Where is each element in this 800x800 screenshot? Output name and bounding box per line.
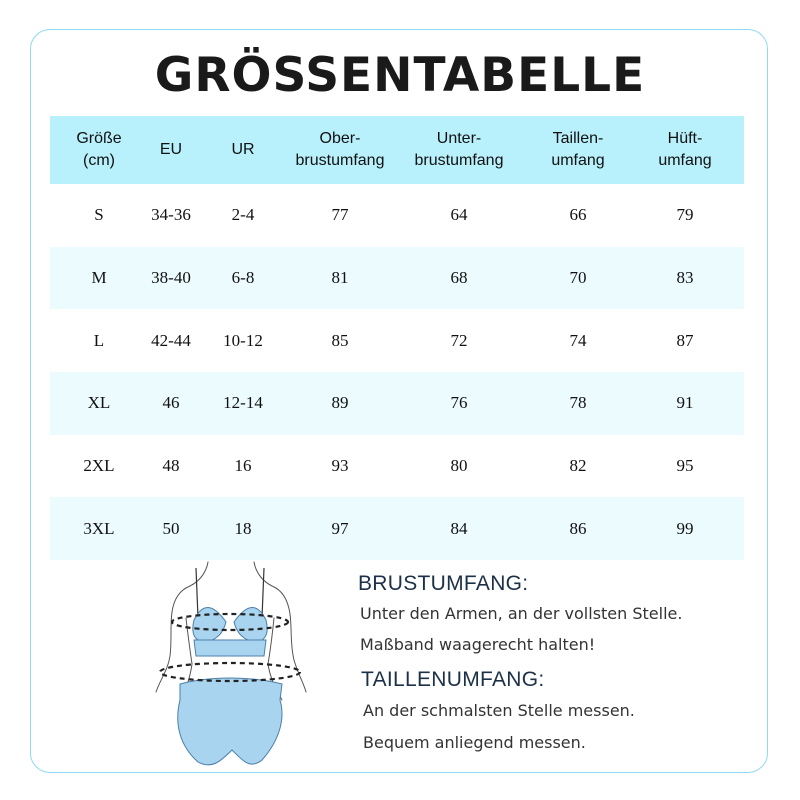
cell-unterbrust: 72 bbox=[388, 309, 530, 373]
cell-eu: 50 bbox=[148, 497, 194, 561]
cell-taille: 74 bbox=[530, 309, 626, 373]
cell-huefte: 79 bbox=[626, 184, 744, 247]
cell-taille: 82 bbox=[530, 434, 626, 498]
cell-taille: 86 bbox=[530, 497, 626, 561]
cell-huefte: 91 bbox=[626, 372, 744, 435]
taillenumfang-line-1: An der schmalsten Stelle messen. bbox=[363, 701, 635, 720]
header-oberbrust: Ober- brustumfang bbox=[292, 116, 388, 184]
cell-size: S bbox=[50, 184, 148, 247]
cell-size: XL bbox=[50, 372, 148, 435]
cell-ur: 18 bbox=[194, 497, 292, 561]
cell-ur: 2-4 bbox=[194, 184, 292, 247]
cell-ur: 12-14 bbox=[194, 372, 292, 435]
table-row: XL 46 12-14 89 76 78 91 bbox=[50, 372, 744, 435]
cell-oberbrust: 77 bbox=[292, 184, 388, 247]
taillenumfang-line-2: Bequem anliegend messen. bbox=[363, 733, 586, 752]
table-header-row: Größe (cm) EU UR Ober- brustumfang Unter… bbox=[50, 116, 744, 184]
cell-huefte: 83 bbox=[626, 246, 744, 310]
table-row: 2XL 48 16 93 80 82 95 bbox=[50, 434, 744, 498]
cell-eu: 48 bbox=[148, 434, 194, 498]
header-ur: UR bbox=[194, 116, 292, 184]
taillenumfang-heading: TAILLENUMFANG: bbox=[361, 668, 545, 691]
cell-size: 3XL bbox=[50, 497, 148, 561]
cell-oberbrust: 97 bbox=[292, 497, 388, 561]
cell-unterbrust: 80 bbox=[388, 434, 530, 498]
cell-size: 2XL bbox=[50, 434, 148, 498]
cell-taille: 66 bbox=[530, 184, 626, 247]
taillenumfang-info: TAILLENUMFANG: An der schmalsten Stelle … bbox=[361, 668, 761, 756]
cell-ur: 10-12 bbox=[194, 309, 292, 373]
cell-eu: 46 bbox=[148, 372, 194, 435]
cell-unterbrust: 76 bbox=[388, 372, 530, 435]
cell-taille: 70 bbox=[530, 246, 626, 310]
cell-size: M bbox=[50, 246, 148, 310]
cell-unterbrust: 68 bbox=[388, 246, 530, 310]
size-table: Größe (cm) EU UR Ober- brustumfang Unter… bbox=[50, 116, 744, 561]
brustumfang-line-2: Maßband waagerecht halten! bbox=[360, 635, 596, 654]
cell-huefte: 99 bbox=[626, 497, 744, 561]
cell-oberbrust: 89 bbox=[292, 372, 388, 435]
cell-unterbrust: 84 bbox=[388, 497, 530, 561]
table-row: 3XL 50 18 97 84 86 99 bbox=[50, 497, 744, 561]
brustumfang-info: BRUSTUMFANG: Unter den Armen, an der vol… bbox=[358, 572, 758, 658]
cell-size: L bbox=[50, 309, 148, 373]
header-unterbrust: Unter- brustumfang bbox=[388, 116, 530, 184]
table-row: L 42-44 10-12 85 72 74 87 bbox=[50, 309, 744, 373]
cell-huefte: 95 bbox=[626, 434, 744, 498]
header-size: Größe (cm) bbox=[50, 116, 148, 184]
header-taille: Taillen- umfang bbox=[530, 116, 626, 184]
body-measurement-figure-icon bbox=[155, 561, 307, 766]
cell-oberbrust: 81 bbox=[292, 246, 388, 310]
cell-eu: 38-40 bbox=[148, 246, 194, 310]
cell-oberbrust: 85 bbox=[292, 309, 388, 373]
page-title: GRÖSSENTABELLE bbox=[154, 48, 646, 103]
brustumfang-heading: BRUSTUMFANG: bbox=[358, 572, 529, 595]
cell-eu: 34-36 bbox=[148, 184, 194, 247]
header-huefte: Hüft- umfang bbox=[626, 116, 744, 184]
cell-eu: 42-44 bbox=[148, 309, 194, 373]
cell-unterbrust: 64 bbox=[388, 184, 530, 247]
cell-ur: 6-8 bbox=[194, 246, 292, 310]
table-row: M 38-40 6-8 81 68 70 83 bbox=[50, 246, 744, 310]
cell-huefte: 87 bbox=[626, 309, 744, 373]
brustumfang-line-1: Unter den Armen, an der vollsten Stelle. bbox=[360, 604, 683, 623]
cell-ur: 16 bbox=[194, 434, 292, 498]
cell-oberbrust: 93 bbox=[292, 434, 388, 498]
cell-taille: 78 bbox=[530, 372, 626, 435]
header-eu: EU bbox=[148, 116, 194, 184]
table-row: S 34-36 2-4 77 64 66 79 bbox=[50, 184, 744, 247]
